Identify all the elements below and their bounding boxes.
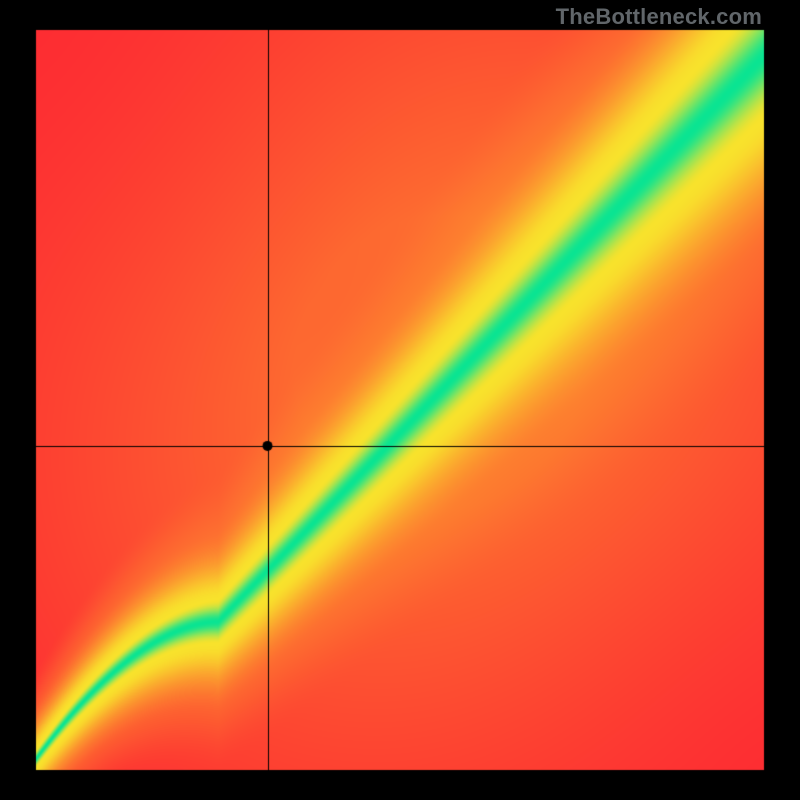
chart-container: TheBottleneck.com <box>0 0 800 800</box>
heatmap-canvas <box>0 0 800 800</box>
watermark-text: TheBottleneck.com <box>556 4 762 30</box>
